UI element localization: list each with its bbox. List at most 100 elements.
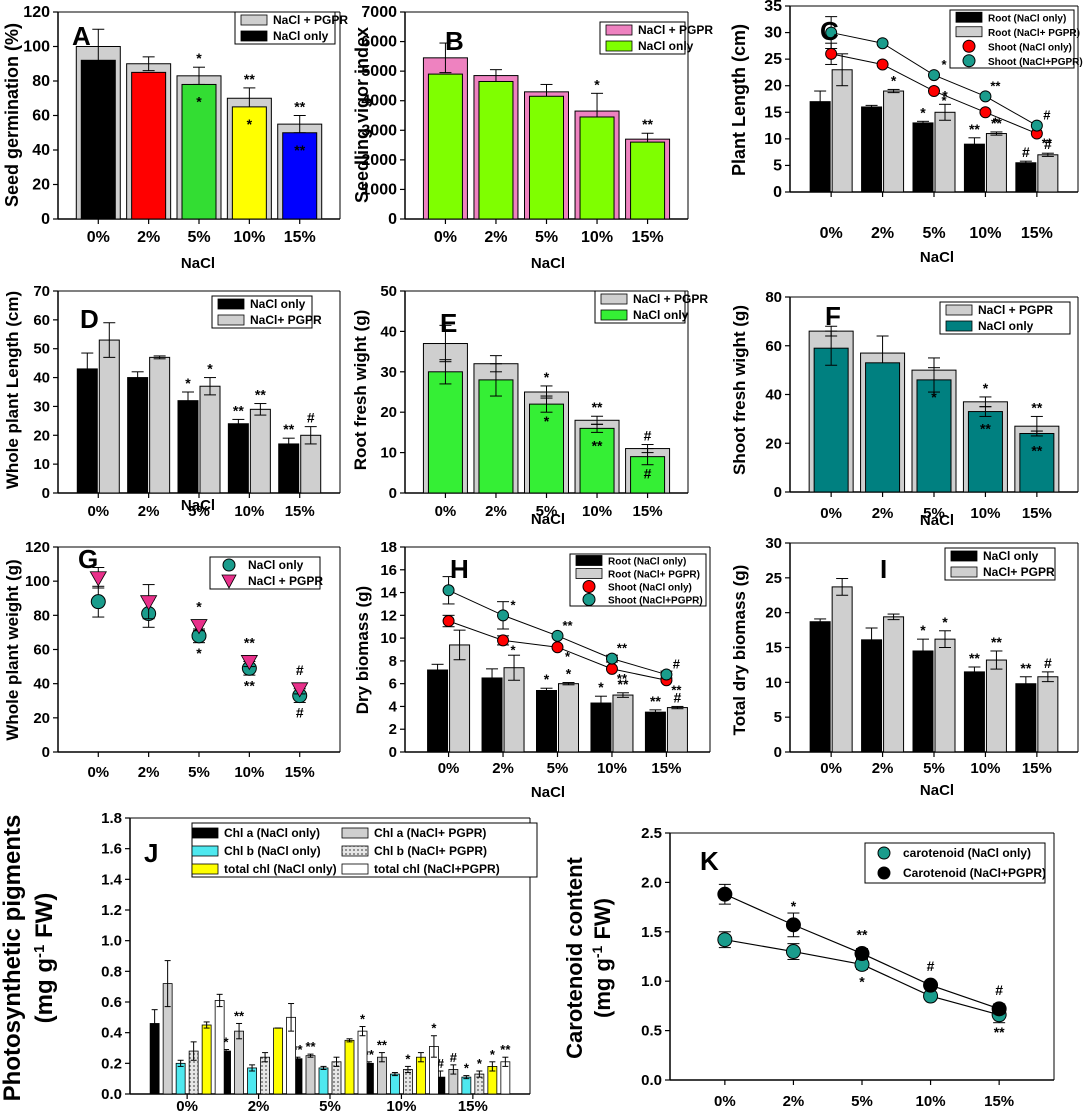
panel-C-bar (912, 122, 934, 193)
panel-C-ytick-label: 0 (773, 184, 782, 201)
panel-C-letter: C (820, 16, 839, 46)
panel-C-ytick-label: 5 (773, 157, 782, 174)
panel-H-point (551, 641, 564, 654)
panel-G-ytick-label: 20 (33, 710, 50, 727)
panel-K-category-label: 10% (916, 1093, 946, 1110)
panel-D-category-label: 2% (138, 503, 160, 520)
panel-D-ytick-label: 40 (33, 370, 50, 387)
panel-J-bar (461, 1076, 472, 1095)
panel-C-ytick-label: 25 (764, 51, 782, 68)
panel-C-bar (861, 106, 883, 193)
panel-F-legend-label: NaCl + PGPR (978, 303, 1053, 317)
panel-B-bar (427, 73, 463, 220)
panel-I-legend-label: NaCl only (983, 549, 1039, 563)
panel-A-ytick-label: 100 (23, 39, 50, 56)
panel-D-sig-label: # (307, 410, 315, 426)
panel-H-point (605, 652, 618, 665)
panel-D-category-label: 10% (234, 503, 264, 520)
panel-F-bar (1019, 433, 1055, 493)
panel-C-sig-label: * (891, 72, 897, 88)
panel-G-sig-label: * (196, 645, 202, 661)
panel-J-sig-label: ** (377, 1038, 388, 1053)
panel-D-sig-label: ** (283, 421, 294, 437)
panel-E-ytick-label: 0 (389, 485, 397, 502)
panel-D-category-label: 5% (188, 503, 210, 520)
panel-J-sig-label: * (224, 1035, 230, 1050)
panel-A-sig-label: ** (244, 71, 255, 87)
panel-K-sig-label: # (927, 958, 935, 974)
panel-C-bar (883, 90, 905, 193)
panel-K-sig-label: # (995, 982, 1003, 998)
panel-J-ytick-label: 0.8 (101, 963, 122, 980)
panel-J-sig-label: ** (364, 1047, 375, 1062)
panel-C-sig-label: * (993, 114, 999, 129)
panel-C-point (979, 90, 992, 103)
panel-H-sig-label: * (511, 642, 517, 657)
panel-C-sig-label: # (1044, 136, 1052, 152)
panel-D-xlabel: NaCl (181, 497, 215, 514)
panel-A: 0 20 40 60 80 100 120 0% 2% 5% 10% 15% Seed germinat… (2, 4, 348, 272)
panel-C-point (928, 85, 940, 98)
panel-I-letter: I (880, 554, 887, 584)
panel-H-ytick-label: 10 (380, 630, 397, 647)
panel-I-xlabel: NaCl (920, 782, 954, 799)
panel-A-bar (80, 59, 116, 220)
panel-J-sig-label: ** (500, 1042, 511, 1057)
panel-A-ytick-label: 60 (32, 108, 50, 125)
panel-H-sig-label: ** (617, 671, 628, 686)
panel-B-ytick-label: 3000 (361, 122, 397, 139)
panel-D-category-label: 0% (87, 503, 109, 520)
panel-J-ytick-label: 0.6 (101, 994, 122, 1011)
panel-G-sig-label: # (296, 662, 304, 678)
panel-G-point (240, 655, 259, 671)
panel-D-bar (76, 368, 98, 494)
panel-J-legend-label: total chl (NaCl+PGPR) (374, 862, 500, 876)
panel-K-ytick-label: 0.0 (641, 1072, 662, 1089)
panel-H-legend-label: Shoot (NaCl only) (608, 583, 692, 594)
panel-J-sig-label: * (405, 1051, 411, 1066)
panel-A-bar (282, 132, 318, 220)
panel-G-ytick-label: 60 (33, 642, 50, 659)
panel-G-legend-swatch (222, 558, 236, 572)
panel-H-category-label: 10% (597, 760, 627, 777)
panel-A-xlabel: NaCl (181, 255, 215, 272)
panel-D-bar (199, 385, 221, 494)
panel-H-point (442, 584, 455, 597)
panel-B-category-label: 2% (484, 229, 507, 246)
panel-H-sig-label: * (511, 597, 517, 612)
panel-F-sig-label: * (931, 389, 937, 405)
panel-D-sig-label: * (207, 361, 213, 377)
panel-A-bar (231, 106, 267, 220)
panel-K-ylabel: Carotenoid content (mg g-1 FW) (562, 856, 615, 1058)
panel-I-sig-label: * (920, 622, 926, 638)
panel-J-legend-label: Chl a (NaCl only) (224, 826, 320, 840)
panel-H-sig-label: # (674, 689, 682, 705)
panel-J: 0.0 0.2 0.4 0.6 0.8 1.0 1.2 1.4 1.6 1.8 0% 2% 5% 10% 1… (101, 810, 538, 1115)
panel-K-point (991, 1001, 1007, 1017)
panel-J-category-label: 5% (319, 1098, 341, 1115)
panel-J-sig-label: * (477, 1056, 483, 1071)
panel-D-ytick-label: 50 (33, 341, 50, 358)
panel-J-ytick-label: 0.2 (101, 1055, 122, 1072)
panel-F-legend-swatch (945, 304, 973, 316)
panel-D-bar (127, 377, 149, 494)
panel-D-legend-swatch (217, 298, 245, 310)
panel-C-category-label: 0% (820, 225, 843, 242)
panel-E-ytick-label: 20 (380, 404, 397, 421)
panel-B-legend-swatch (605, 24, 633, 36)
panel-J-bar (416, 1056, 426, 1095)
panel-G-legend-label: NaCl + PGPR (248, 574, 323, 588)
panel-C-sig-label: # (1043, 108, 1051, 123)
panel-K-ytick-label: 1.5 (641, 924, 662, 941)
panel-C-point (825, 26, 838, 39)
panel-E-sig-label: ** (592, 399, 603, 415)
panel-E-sig-label: # (644, 428, 652, 444)
panel-C-sig-label: * (920, 104, 926, 120)
panel-C-ytick-label: 10 (764, 131, 782, 148)
panel-I-category-label: 0% (820, 760, 842, 777)
panel-E-legend-label: NaCl + PGPR (633, 292, 708, 306)
panel-J-bar (234, 1030, 244, 1095)
panel-J-ytick-label: 1.2 (101, 902, 122, 919)
panel-B-xlabel: NaCl (531, 255, 565, 272)
panel-C-sig-label: ** (1042, 136, 1053, 151)
